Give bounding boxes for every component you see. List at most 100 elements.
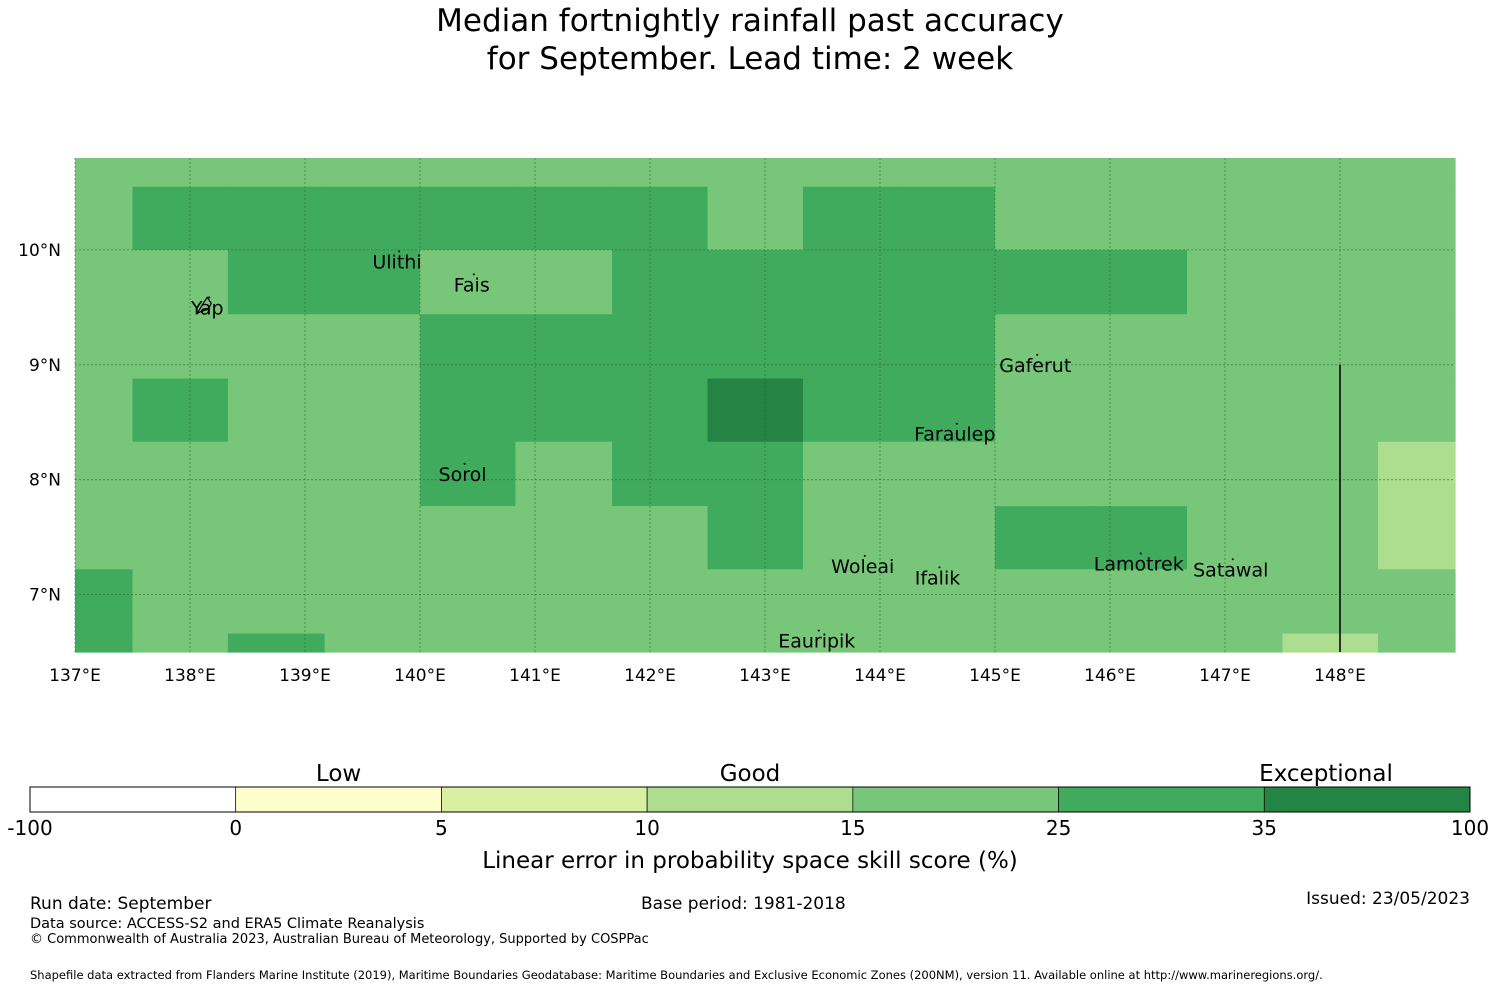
- place-label-ulithi: Ulithi: [372, 251, 421, 273]
- place-label-eauripik: Eauripik: [778, 631, 855, 653]
- grid-cell: [899, 378, 996, 443]
- grid-cell: [707, 506, 804, 570]
- grid-cell: [1187, 569, 1284, 635]
- grid-cell: [707, 158, 804, 188]
- lon-tick-label: 139°E: [279, 666, 331, 686]
- grid-cell: [1187, 158, 1284, 188]
- map-title: Median fortnightly rainfall past accurac…: [0, 2, 1500, 78]
- grid-cell: [802, 441, 901, 507]
- grid-cell: [227, 633, 326, 653]
- colorbar-segment: [29, 786, 237, 813]
- grid-cell: [1090, 633, 1188, 653]
- grid-cell: [324, 506, 421, 570]
- place-labels: Ulithi Fais Yap Gaferut Faraulep Sorol Woleai I…: [190, 251, 1268, 652]
- grid-cell: [1187, 441, 1284, 507]
- place-label-faraulep: Faraulep: [914, 424, 995, 446]
- lon-tick-label: 138°E: [164, 666, 216, 686]
- grid-cell: [1090, 569, 1188, 635]
- issued-date: Issued: 23/05/2023: [1306, 889, 1470, 909]
- grid-cell: [1282, 186, 1379, 251]
- grid-cell: [515, 378, 613, 443]
- colorbar: -100 0 5 10 15 25 35 100 Low Good Exceptional Linea…: [7, 761, 1489, 874]
- place-label-sorol: Sorol: [439, 464, 487, 486]
- grid-cell: [899, 158, 996, 188]
- grid-cell: [995, 378, 1092, 443]
- grid-cell: [899, 441, 996, 507]
- grid-cell: [515, 569, 613, 635]
- colorbar-segment: [646, 786, 854, 813]
- grid-cell: [1187, 633, 1284, 653]
- grid-cell: [132, 378, 229, 443]
- lat-tick-label: 8°N: [29, 471, 61, 491]
- colorbar-category-label: Exceptional: [1259, 761, 1393, 787]
- grid-cell: [132, 249, 229, 315]
- grid-cell: [995, 506, 1092, 570]
- lat-tick-label: 10°N: [18, 241, 61, 261]
- grid-cell: [612, 158, 709, 188]
- grid-cell: [707, 249, 804, 315]
- grid-cell: [1090, 249, 1188, 315]
- grid-cell: [227, 378, 326, 443]
- grid-cell: [1377, 441, 1456, 507]
- grid-cell: [515, 158, 613, 188]
- grid-cell: [75, 633, 134, 653]
- grid-cell: [75, 506, 134, 570]
- graticule-lines: [74, 158, 1455, 652]
- grid-cell: [612, 633, 709, 653]
- grid-cell: [612, 569, 709, 635]
- grid-cell: [707, 569, 804, 635]
- grid-cell: [75, 249, 134, 315]
- lon-tick-label: 144°E: [854, 666, 906, 686]
- grid-cell: [899, 506, 996, 570]
- yap-island-outline: [195, 296, 212, 315]
- grid-cell: [420, 249, 517, 315]
- grid-cell: [420, 506, 517, 570]
- base-period: Base period: 1981-2018: [641, 894, 846, 914]
- grid-cell: [995, 569, 1092, 635]
- map-title-line-1: Median fortnightly rainfall past accurac…: [436, 3, 1064, 39]
- grid-cell: [75, 158, 134, 188]
- island-dot: [938, 566, 941, 569]
- grid-cell: [324, 633, 421, 653]
- grid-cell: [132, 569, 229, 635]
- grid-cell: [995, 249, 1092, 315]
- grid-cell: [1282, 378, 1379, 443]
- grid-cell: [612, 186, 709, 251]
- colorbar-category-label: Low: [316, 761, 361, 787]
- grid-cell: [132, 314, 229, 380]
- colorbar-segment: [1263, 786, 1471, 813]
- island-dot: [1231, 558, 1234, 561]
- grid-cell: [75, 378, 134, 443]
- grid-cell: [75, 186, 134, 251]
- grid-cell: [515, 314, 613, 380]
- place-label-satawal: Satawal: [1193, 559, 1268, 581]
- grid-cell: [420, 158, 517, 188]
- grid-cell: [899, 633, 996, 653]
- grid-cell: [1377, 506, 1456, 570]
- lon-tick-label: 137°E: [49, 666, 101, 686]
- place-label-woleai: Woleai: [831, 556, 894, 578]
- colorbar-segment: [235, 786, 442, 813]
- grid-cell: [515, 506, 613, 570]
- grid-cell: [1377, 186, 1456, 251]
- grid-cell: [420, 569, 517, 635]
- grid-cell: [612, 441, 709, 507]
- grid-cell: [1187, 506, 1284, 570]
- grid-cell: [1282, 249, 1379, 315]
- grid-cell: [515, 441, 613, 507]
- grid-cell: [324, 441, 421, 507]
- lon-tick-label: 143°E: [739, 666, 791, 686]
- grid-cell: [707, 633, 804, 653]
- colorbar-segment: [1058, 786, 1265, 813]
- grid-cell: [1187, 314, 1284, 380]
- grid-cell: [75, 569, 134, 635]
- grid-cell: [1377, 158, 1456, 188]
- grid-cell: [1377, 633, 1456, 653]
- grid-cell: [707, 441, 804, 507]
- grid-cell: [802, 158, 901, 188]
- grid-cell: [132, 186, 229, 251]
- lat-tick-label: 9°N: [29, 356, 61, 376]
- grid-cell: [420, 314, 517, 380]
- island-dot: [863, 554, 866, 557]
- copyright: © Commonwealth of Australia 2023, Austra…: [30, 932, 649, 947]
